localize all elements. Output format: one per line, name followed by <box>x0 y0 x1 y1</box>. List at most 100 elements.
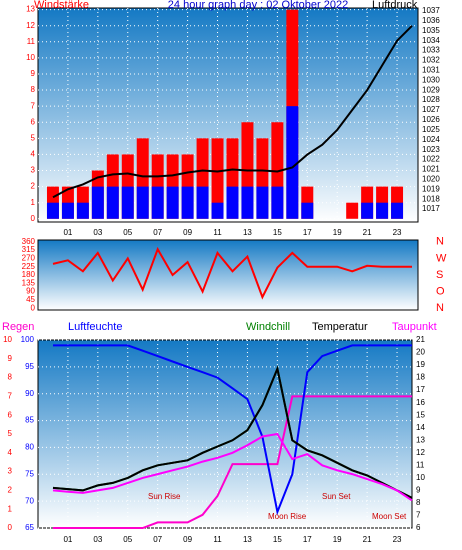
y-tick-label: 80 <box>25 443 34 452</box>
y2-tick-label: 1034 <box>422 36 440 45</box>
y3-tick-label: 8 <box>8 373 13 382</box>
y-label: Windstärke <box>34 0 89 11</box>
annotation: Moon Set <box>372 512 407 521</box>
y3-tick-label: 3 <box>8 467 13 476</box>
x-tick-label: 19 <box>333 228 342 237</box>
bar <box>196 138 209 219</box>
y2-tick-label: 1023 <box>422 145 440 154</box>
y2-tick-label: 13 <box>416 435 425 444</box>
bar <box>61 202 74 219</box>
bar <box>256 186 269 219</box>
y3-tick-label: 1 <box>8 504 13 513</box>
bar <box>271 186 284 219</box>
y2-tick-label: 1027 <box>422 105 440 114</box>
y2-tick-label: 6 <box>416 523 421 532</box>
x-tick-label: 01 <box>63 228 72 237</box>
y-tick-label: 270 <box>22 254 36 263</box>
x-tick-label: 09 <box>183 228 192 237</box>
legend-entry: Windchill <box>246 321 290 333</box>
data-line <box>53 344 412 516</box>
bar <box>196 186 209 219</box>
y-tick-label: 5 <box>31 133 36 142</box>
y2-tick-label: 1022 <box>422 155 440 164</box>
y-tick-label: 100 <box>21 335 35 344</box>
bar <box>286 106 299 219</box>
x-tick-label: 13 <box>243 535 252 544</box>
y-tick-label: 135 <box>22 278 36 287</box>
bar <box>166 186 179 219</box>
y3-tick-label: 2 <box>8 486 13 495</box>
bar <box>211 138 224 219</box>
y2-tick-label: 1021 <box>422 165 440 174</box>
data-line <box>52 25 413 199</box>
x-tick-label: 09 <box>183 535 192 544</box>
x-tick-label: 11 <box>213 228 222 237</box>
y3-tick-label: 0 <box>8 523 13 532</box>
y2-tick-label: 12 <box>416 448 425 457</box>
y2-tick-label: 16 <box>416 398 425 407</box>
x-tick-label: 15 <box>273 535 282 544</box>
y-tick-label: 70 <box>25 496 34 505</box>
annotation: Moon Rise <box>268 512 307 521</box>
y3-tick-label: 7 <box>8 392 13 401</box>
bar <box>76 202 89 219</box>
bar <box>226 138 239 219</box>
bar <box>211 202 224 219</box>
y-tick-label: 8 <box>31 85 36 94</box>
bar <box>241 186 254 219</box>
bar <box>106 186 119 219</box>
y3-tick-label: 5 <box>8 429 13 438</box>
data-line <box>53 395 412 529</box>
bar <box>376 202 389 219</box>
y-tick-label: 65 <box>25 523 34 532</box>
bar <box>136 186 149 219</box>
y-tick-label: 95 <box>25 362 34 371</box>
legend-entry: Temperatur <box>312 321 368 333</box>
plot-area <box>37 239 419 311</box>
y-tick-label: 7 <box>31 101 36 110</box>
y-tick-label: 45 <box>26 295 35 304</box>
y2-tick-label: 1020 <box>422 175 440 184</box>
x-tick-label: 05 <box>123 535 132 544</box>
y2-tick-label: 1035 <box>422 26 440 35</box>
bar <box>346 202 359 219</box>
y2-tick-label: N <box>436 236 444 248</box>
y2-tick-label: 8 <box>416 498 421 507</box>
x-tick-label: 21 <box>363 228 372 237</box>
y2-tick-label: 1018 <box>422 194 440 203</box>
bar <box>301 202 314 219</box>
y-tick-label: 9 <box>31 69 36 78</box>
y-tick-label: 0 <box>31 214 36 223</box>
y-tick-label: 180 <box>22 270 36 279</box>
y-tick-label: 75 <box>25 469 34 478</box>
y2-tick-label: 7 <box>416 511 421 520</box>
data-line <box>52 246 412 300</box>
bar <box>391 202 404 219</box>
x-tick-label: 23 <box>393 228 402 237</box>
y2-tick-label: 1024 <box>422 135 440 144</box>
x-tick-label: 01 <box>63 535 72 544</box>
y-tick-label: 85 <box>25 416 34 425</box>
plot-area <box>37 339 413 529</box>
legend-entry: Taupunkt <box>392 321 437 333</box>
bar <box>226 186 239 219</box>
y2-tick-label: 1019 <box>422 184 440 193</box>
data-line <box>52 432 413 502</box>
y2-tick-label: 1029 <box>422 85 440 94</box>
chart-title: 24 hour graph day : 02 Oktober 2022 <box>168 0 348 11</box>
y-tick-label: 360 <box>22 237 36 246</box>
y2-tick-label: 1033 <box>422 46 440 55</box>
annotation: Sun Set <box>322 492 351 501</box>
bar <box>46 202 59 219</box>
y2-tick-label: 1031 <box>422 66 440 75</box>
bar <box>361 202 374 219</box>
y2-tick-label: 18 <box>416 373 425 382</box>
y-tick-label: 0 <box>31 303 36 312</box>
y2-tick-label: 14 <box>416 423 425 432</box>
bar <box>136 138 149 219</box>
y2-tick-label: 1026 <box>422 115 440 124</box>
y2-tick-label: 1017 <box>422 204 440 213</box>
y-tick-label: 12 <box>26 21 35 30</box>
y3-tick-label: 10 <box>3 335 12 344</box>
